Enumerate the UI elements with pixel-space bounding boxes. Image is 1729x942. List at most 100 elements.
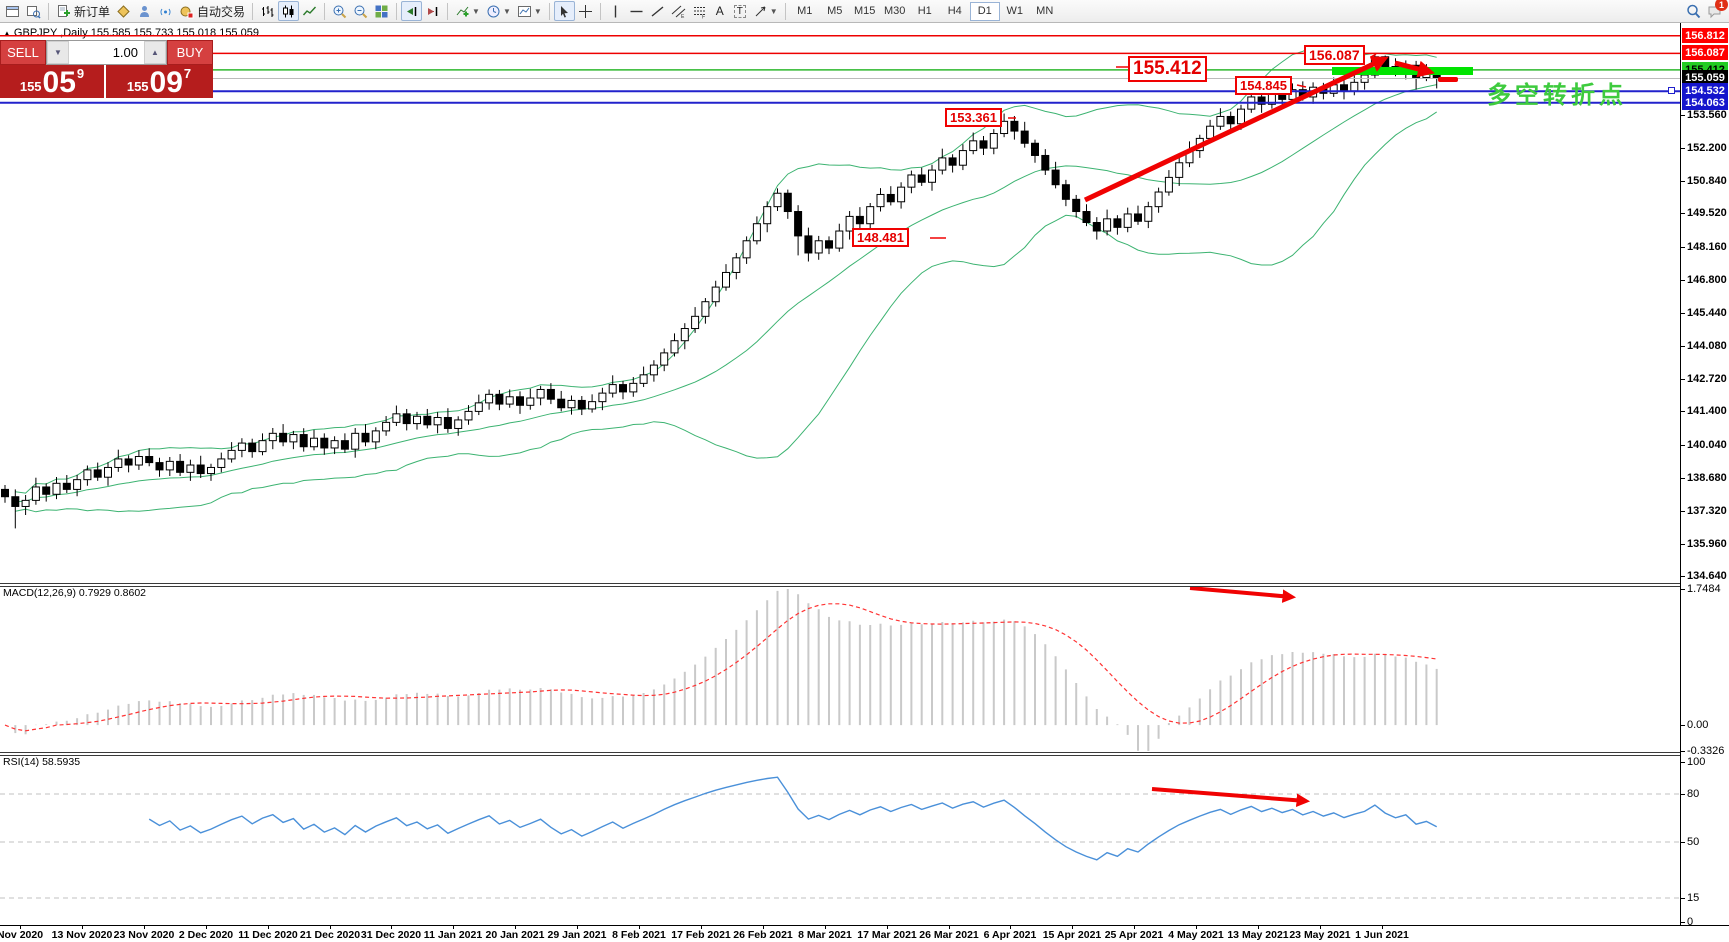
buy-button[interactable]: BUY bbox=[167, 40, 213, 65]
price-label-148481[interactable]: 148.481 bbox=[852, 228, 909, 247]
bar-chart-button[interactable] bbox=[257, 1, 278, 21]
crosshair-button[interactable] bbox=[575, 1, 596, 21]
date-axis-tick bbox=[1072, 926, 1073, 929]
timeframe-button-W1[interactable]: W1 bbox=[1006, 5, 1023, 17]
line-selection-handle[interactable] bbox=[1668, 87, 1675, 94]
macd-pane-splitter[interactable] bbox=[0, 583, 1729, 587]
date-axis-tick bbox=[1382, 926, 1383, 929]
price-scale[interactable]: 153.560 152.200 150.840 149.520 148.160 146.8… bbox=[1681, 23, 1729, 928]
text-tool-button[interactable]: A bbox=[715, 4, 724, 18]
timeframe-button-M5[interactable]: M5 bbox=[827, 5, 843, 17]
uptrend-arrow[interactable] bbox=[1083, 56, 1389, 203]
window-button[interactable] bbox=[2, 1, 23, 21]
toolbar: 新订单 自动交易 ▼ ▼ ▼ E F A T ▼ M1 M5 M15 M30 H1 H4 D1 W1 MN 1 bbox=[0, 0, 1729, 23]
price-scale-tick: 138.680 bbox=[1681, 471, 1729, 485]
toolbar-separator bbox=[252, 2, 254, 20]
date-label: 6 Apr 2021 bbox=[983, 929, 1037, 941]
search-button[interactable] bbox=[1683, 1, 1704, 21]
toolbar-separator bbox=[447, 2, 449, 20]
date-label: 31 Dec 2020 bbox=[360, 929, 422, 941]
rsi-divergence-arrow[interactable] bbox=[1151, 787, 1311, 808]
macd-divergence-arrow[interactable] bbox=[1189, 586, 1297, 603]
zoom-in-button[interactable] bbox=[329, 1, 350, 21]
price-label-154845[interactable]: 154.845 bbox=[1235, 76, 1292, 95]
volume-increase-button[interactable]: ▲ bbox=[144, 41, 166, 64]
date-axis-tick bbox=[1320, 926, 1321, 929]
date-axis-tick bbox=[1196, 926, 1197, 929]
price-line-badge-156812: 156.812 bbox=[1682, 28, 1728, 43]
autotrading-button[interactable]: 自动交易 bbox=[176, 1, 248, 21]
timeframe-button-H1[interactable]: H1 bbox=[917, 5, 932, 17]
equidistant-channel-icon: E bbox=[671, 4, 686, 19]
timeframe-button-D1[interactable]: D1 bbox=[969, 1, 1000, 21]
text-label-tool-button[interactable]: T bbox=[730, 1, 750, 21]
horizontal-level-lines[interactable] bbox=[0, 34, 1680, 104]
data-window-icon bbox=[137, 4, 152, 19]
chart-shift-button[interactable] bbox=[422, 1, 443, 21]
data-window-button[interactable] bbox=[134, 1, 155, 21]
toolbar-right-group: 1 bbox=[1683, 0, 1728, 21]
vertical-line-button[interactable] bbox=[605, 1, 626, 21]
price-scale-border bbox=[1680, 23, 1681, 925]
one-click-trading-panel: SELL ▼ 1.00 ▲ BUY 155 05 9 155 09 7 bbox=[0, 40, 213, 98]
new-order-button[interactable]: 新订单 bbox=[53, 1, 113, 21]
timeframe-button-M1[interactable]: M1 bbox=[797, 5, 813, 17]
volume-input[interactable]: 1.00 bbox=[112, 45, 138, 60]
date-axis-tick bbox=[206, 926, 207, 929]
date-label: 13 Nov 2020 bbox=[51, 929, 113, 941]
price-label-153361[interactable]: 153.361 bbox=[945, 108, 1002, 127]
rsi-line bbox=[148, 776, 1438, 861]
rsi-scale-tick: 50 bbox=[1681, 835, 1729, 849]
bid-price: 155 05 9 bbox=[0, 65, 106, 98]
signals-button[interactable] bbox=[155, 1, 176, 21]
bar-chart-icon bbox=[260, 4, 275, 19]
periods-button[interactable]: ▼ bbox=[483, 1, 514, 21]
toolbar-separator bbox=[599, 2, 601, 20]
turning-point-note[interactable]: 多空转折点 bbox=[1487, 82, 1627, 109]
svg-text:E: E bbox=[681, 14, 685, 19]
equidistant-channel-button[interactable]: E bbox=[668, 1, 689, 21]
timeframe-button-H4[interactable]: H4 bbox=[947, 5, 962, 17]
profiles-button[interactable] bbox=[23, 1, 44, 21]
timeframe-button-M30[interactable]: M30 bbox=[884, 5, 906, 17]
candlestick-chart-button[interactable] bbox=[278, 1, 300, 21]
arrows-icon bbox=[753, 4, 768, 19]
support-band[interactable] bbox=[1332, 67, 1473, 75]
date-label: 25 Apr 2021 bbox=[1104, 929, 1164, 941]
price-scale-tick: 140.040 bbox=[1681, 438, 1729, 452]
rsi-scale-tick: 100 bbox=[1681, 755, 1729, 769]
red-dash-marker[interactable] bbox=[1438, 77, 1458, 82]
arrows-button[interactable]: ▼ bbox=[750, 1, 781, 21]
market-watch-icon bbox=[116, 4, 131, 19]
date-label: 21 Dec 2020 bbox=[299, 929, 361, 941]
horizontal-line-button[interactable] bbox=[626, 1, 647, 21]
sell-button[interactable]: SELL bbox=[0, 40, 46, 65]
trendline-button[interactable] bbox=[647, 1, 668, 21]
auto-scroll-button[interactable] bbox=[401, 1, 423, 21]
volume-decrease-button[interactable]: ▼ bbox=[47, 41, 69, 64]
price-label-156087[interactable]: 156.087 bbox=[1304, 45, 1365, 65]
templates-button[interactable]: ▼ bbox=[514, 1, 545, 21]
date-axis-tick bbox=[639, 926, 640, 929]
rsi-scale-tick: 15 bbox=[1681, 891, 1729, 905]
cursor-button[interactable] bbox=[553, 1, 575, 21]
rsi-pane-splitter[interactable] bbox=[0, 752, 1729, 756]
date-axis-tick bbox=[144, 926, 145, 929]
price-label-155412[interactable]: 155.412 bbox=[1128, 56, 1207, 82]
line-chart-button[interactable] bbox=[299, 1, 320, 21]
pullback-arrow[interactable] bbox=[1394, 60, 1435, 78]
fibonacci-button[interactable]: F bbox=[689, 1, 710, 21]
timeframe-button-M15[interactable]: M15 bbox=[854, 5, 876, 17]
price-scale-tick: 148.160 bbox=[1681, 240, 1729, 254]
tile-windows-button[interactable] bbox=[371, 1, 392, 21]
crosshair-icon bbox=[578, 4, 593, 19]
chat-button[interactable]: 1 bbox=[1704, 0, 1728, 21]
date-axis[interactable]: Nov 2020 13 Nov 2020 23 Nov 2020 2 Dec 2020… bbox=[0, 926, 1680, 942]
date-axis-border bbox=[0, 925, 1729, 926]
zoom-out-button[interactable] bbox=[350, 1, 371, 21]
price-chart-canvas[interactable] bbox=[0, 23, 1680, 925]
profiles-icon bbox=[26, 4, 41, 19]
timeframe-button-MN[interactable]: MN bbox=[1036, 5, 1054, 17]
market-watch-button[interactable] bbox=[113, 1, 134, 21]
indicators-button[interactable]: ▼ bbox=[452, 1, 483, 21]
